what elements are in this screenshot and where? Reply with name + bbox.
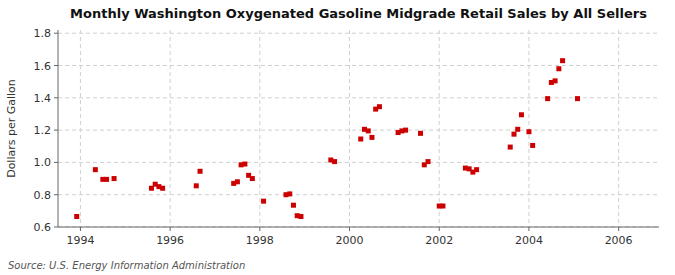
- plot-area: [58, 30, 659, 227]
- grid: [58, 30, 659, 227]
- grid-line-y: [58, 162, 659, 163]
- tick-label-y: 1.6: [34, 60, 52, 73]
- point: [377, 104, 382, 109]
- point: [198, 169, 203, 174]
- tick-x: [528, 227, 529, 231]
- point: [261, 199, 266, 204]
- point: [291, 203, 296, 208]
- point: [104, 177, 109, 182]
- tick-y: [54, 162, 58, 163]
- grid-line-x: [170, 30, 171, 227]
- y-axis-label: Dollars per Gallon: [5, 79, 18, 178]
- point: [160, 186, 165, 191]
- point: [112, 176, 117, 181]
- grid-line-x: [349, 30, 350, 227]
- point: [426, 159, 431, 164]
- chart: 0.6 0.8 1.0 1.2 1.4 1.6 1.8 1994 1996 1998 2000 200…: [0, 0, 675, 275]
- tick-label-y: 0.6: [34, 221, 52, 234]
- grid-line-y: [58, 227, 659, 228]
- grid-line-x: [439, 30, 440, 227]
- grid-line-y: [58, 65, 659, 66]
- point: [298, 214, 303, 219]
- tick-label-y: 1.2: [34, 124, 52, 137]
- tick-y: [54, 97, 58, 98]
- point: [93, 167, 98, 172]
- point: [511, 132, 516, 137]
- point: [358, 136, 363, 141]
- tick-label-x: 1994: [66, 234, 94, 247]
- point: [545, 96, 550, 101]
- title: Monthly Washington Oxygenated Gasoline M…: [70, 6, 647, 21]
- point: [287, 191, 292, 196]
- tick-label-x: 2004: [515, 234, 543, 247]
- tick-y: [54, 130, 58, 131]
- point: [369, 135, 374, 140]
- grid-line-x: [528, 30, 529, 227]
- tick-label-y: 1.4: [34, 92, 52, 105]
- tick-x: [618, 227, 619, 231]
- point: [366, 128, 371, 133]
- tick-label-x: 2000: [336, 234, 364, 247]
- grid-line-y: [58, 130, 659, 131]
- tick-x: [259, 227, 260, 231]
- point: [474, 167, 479, 172]
- point: [250, 176, 255, 181]
- point: [556, 66, 561, 71]
- grid-line-y: [58, 97, 659, 98]
- point: [526, 129, 531, 134]
- tick-x: [439, 227, 440, 231]
- y-axis-line: [58, 30, 59, 227]
- tick-label-x: 1998: [246, 234, 274, 247]
- tick-x: [170, 227, 171, 231]
- point: [74, 214, 79, 219]
- grid-line-y: [58, 194, 659, 195]
- tick-x: [80, 227, 81, 231]
- point: [508, 145, 513, 150]
- tick-y: [54, 194, 58, 195]
- axes: 0.6 0.8 1.0 1.2 1.4 1.6 1.8 1994 1996 1998 2000 200…: [34, 27, 660, 247]
- points: [74, 58, 580, 219]
- tick-label-y: 0.8: [34, 189, 52, 202]
- point: [235, 179, 240, 184]
- grid-line-x: [80, 30, 81, 227]
- tick-y: [54, 227, 58, 228]
- point: [560, 58, 565, 63]
- tick-label-x: 2002: [425, 234, 453, 247]
- tick-label-x: 1996: [156, 234, 184, 247]
- point: [575, 96, 580, 101]
- point: [403, 128, 408, 133]
- point: [519, 112, 524, 117]
- point: [515, 127, 520, 132]
- point: [530, 143, 535, 148]
- tick-label-y: 1.0: [34, 156, 52, 169]
- grid-line-x: [618, 30, 619, 227]
- point: [194, 183, 199, 188]
- grid-line-y: [58, 33, 659, 34]
- point: [553, 78, 558, 83]
- x-axis-line: [58, 227, 659, 228]
- source-note: Source: U.S. Energy Information Administ…: [8, 260, 245, 271]
- point: [418, 131, 423, 136]
- tick-x: [349, 227, 350, 231]
- grid-line-x: [259, 30, 260, 227]
- point: [332, 159, 337, 164]
- tick-label-x: 2006: [605, 234, 633, 247]
- point: [242, 162, 247, 167]
- point: [440, 204, 445, 209]
- tick-y: [54, 65, 58, 66]
- tick-label-y: 1.8: [34, 27, 52, 40]
- tick-y: [54, 33, 58, 34]
